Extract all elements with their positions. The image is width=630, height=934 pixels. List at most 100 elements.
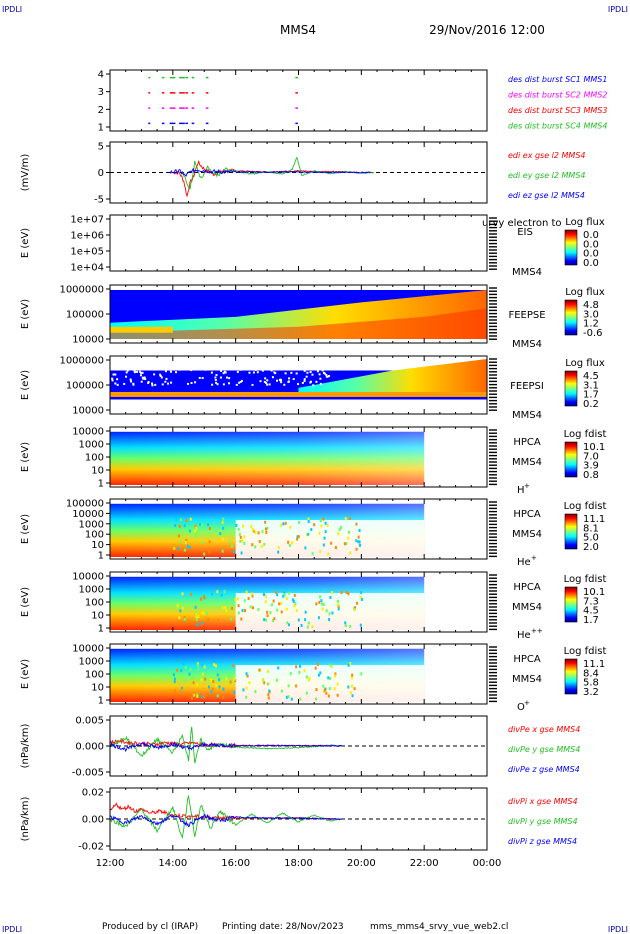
spectrogram-speck <box>263 618 266 622</box>
spectrogram-speck <box>212 680 215 684</box>
spectrogram-gap <box>309 371 312 374</box>
spectrogram-gap <box>280 379 283 382</box>
spectrogram-speck <box>334 672 337 676</box>
spectrogram-gap <box>223 370 226 373</box>
spectrogram-gap <box>304 368 307 371</box>
spectrogram-speck <box>359 623 362 627</box>
spectrogram-speck <box>305 675 308 679</box>
legend-entry: edi ez gse l2 MMS4 <box>508 191 585 200</box>
spectrogram-speck <box>181 592 184 596</box>
spectrogram-gap <box>327 367 330 370</box>
spectrogram-speck <box>181 606 184 610</box>
spectrogram-speck <box>207 618 210 622</box>
corner-label-top-right: IPDLI <box>608 5 628 14</box>
spectrogram-speck <box>328 687 331 691</box>
spectrogram-speck <box>193 527 196 531</box>
spectrogram-gap <box>303 369 306 372</box>
x-tick-label: 20:00 <box>347 858 376 869</box>
spectrogram-speck <box>267 696 270 700</box>
spacecraft-label: MMS4 <box>512 674 542 685</box>
spectrogram-speck <box>213 663 216 667</box>
spectrogram-speck <box>202 611 205 615</box>
spectrogram-speck <box>210 690 213 694</box>
spectrogram-gap <box>130 380 133 383</box>
spectrogram-speck <box>288 591 291 595</box>
series-line <box>109 813 343 828</box>
spectrogram-speck <box>228 539 231 543</box>
colorbar-tick-label: 11.1 <box>583 659 605 670</box>
spectrogram-speck <box>242 688 245 692</box>
spectrogram-speck <box>215 683 218 687</box>
spectrogram-speck <box>241 608 244 612</box>
spacecraft-label: MMS4 <box>512 529 542 540</box>
spectrogram-speck <box>284 521 287 525</box>
instrument-label: HPCA <box>513 582 541 593</box>
spectrogram-speck <box>237 527 240 531</box>
spectrogram-gap <box>144 378 147 381</box>
colorbar-tick-label: 0.0 <box>583 249 599 260</box>
spectrogram-speck <box>287 684 290 688</box>
spectrogram-speck <box>206 611 209 615</box>
spectrogram-speck <box>180 668 183 672</box>
spectrogram-speck <box>336 693 339 697</box>
y-tick-label: 10 <box>91 466 104 477</box>
spectrogram-gap <box>316 370 319 373</box>
y-tick-label: -5 <box>94 195 104 206</box>
spectrogram-gap <box>287 380 290 383</box>
spectrogram-speck <box>298 520 301 524</box>
legend-entry: des dist burst SC1 MMS1 <box>508 75 607 84</box>
spectrogram-speck <box>201 611 204 615</box>
spectrogram-gap <box>239 368 242 371</box>
spectrogram-speck <box>246 674 249 678</box>
spectrogram-speck <box>280 523 283 527</box>
spectrogram-gap <box>198 376 201 379</box>
spectrogram-speck <box>184 541 187 545</box>
spectrogram-band <box>110 326 173 333</box>
spectrogram-speck <box>282 594 285 598</box>
spectrogram-speck <box>280 610 283 614</box>
spectrogram-speck <box>194 524 197 528</box>
panel-edi: 5 0 -5 (mV/m) edi ex gse l2 MMS4 edi ey gse l… <box>20 141 586 206</box>
spectrogram-speck <box>251 543 254 547</box>
spectrogram-speck <box>336 682 339 686</box>
spectrogram-gap <box>111 379 114 382</box>
spectrogram-gap <box>125 375 128 378</box>
colorbar <box>564 513 578 550</box>
spectrogram-speck <box>204 677 207 681</box>
spectrogram-speck <box>277 546 280 550</box>
spectrogram-gap <box>147 380 150 383</box>
spectrogram-speck <box>199 522 202 526</box>
spectrogram-speck <box>315 688 318 692</box>
spectrogram-speck <box>344 621 347 625</box>
colorbar-tick-label: 4.8 <box>583 300 599 311</box>
spectrogram-speck <box>221 520 224 524</box>
spectrogram-speck <box>334 546 337 550</box>
spectrogram-speck <box>295 684 298 688</box>
spectrogram-speck <box>285 607 288 611</box>
spectrogram-gap <box>216 367 219 370</box>
spectrogram-speck <box>285 596 288 600</box>
spectrogram-speck <box>232 664 235 668</box>
colorbar-tick-label: 7.3 <box>583 596 599 607</box>
spectrogram-speck <box>243 542 246 546</box>
spectrogram-gap <box>290 371 293 374</box>
footer-printing-date: Printing date: 28/Nov/2023 <box>222 922 344 932</box>
colorbar-tick-label: 8.4 <box>583 668 599 679</box>
colorbar-title: Log fdist <box>564 574 607 585</box>
spectrogram-speck <box>325 691 328 695</box>
spectrogram-gap <box>321 369 324 372</box>
spectrogram-gap <box>114 382 117 385</box>
spectrogram-speck <box>228 674 231 678</box>
spectrogram-speck <box>330 664 333 668</box>
spectrogram-speck <box>266 614 269 618</box>
spectrogram-speck <box>355 547 358 551</box>
spectrogram-speck <box>245 590 248 594</box>
y-tick-label: 10000 <box>72 572 104 583</box>
spectrogram-band <box>110 391 487 397</box>
y-tick-label: 1 <box>98 624 104 635</box>
panel-divpe: 0.005 0.000 -0.005 (nPa/km) divPe x gse MMS4… <box>20 715 580 779</box>
spectrogram-speck <box>176 668 179 672</box>
spacecraft-label: MMS4 <box>512 339 542 350</box>
spectrogram-speck <box>179 540 182 544</box>
spectrogram-gap <box>315 380 318 383</box>
